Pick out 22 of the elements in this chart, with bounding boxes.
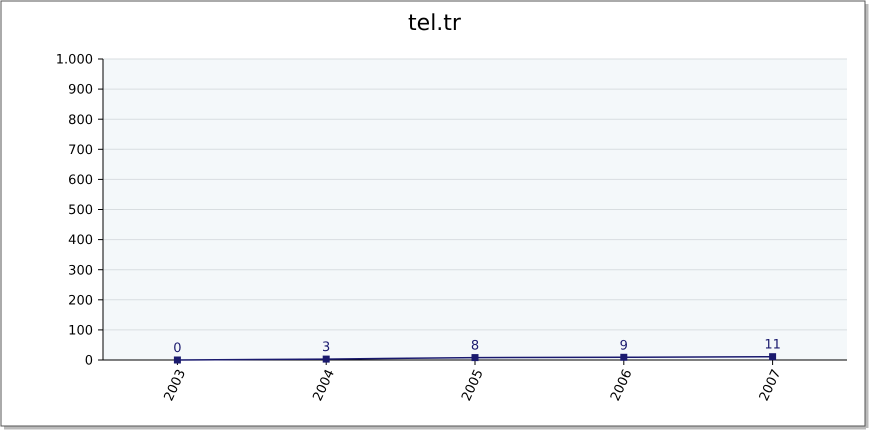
chart-title: tel.tr — [408, 11, 462, 36]
x-tick-label: 2004 — [310, 367, 338, 404]
x-tick-label: 2005 — [459, 367, 487, 404]
y-tick-label: 600 — [68, 172, 93, 188]
y-tick-label: 300 — [68, 263, 93, 278]
y-tick-label: 100 — [68, 323, 93, 338]
data-label: 11 — [764, 338, 781, 353]
y-tick-label: 200 — [68, 293, 93, 308]
y-tick-label: 900 — [68, 82, 93, 98]
y-tick-label: 400 — [68, 233, 93, 248]
y-tick-label: 1.000 — [56, 52, 93, 68]
y-tick-label: 0 — [84, 354, 93, 369]
y-tick-label: 700 — [68, 142, 93, 158]
data-label: 0 — [173, 341, 182, 356]
data-label: 8 — [470, 338, 480, 354]
x-tick-label: 2003 — [162, 367, 190, 404]
x-tick-label: 2006 — [608, 367, 636, 404]
x-tick-label: 2007 — [756, 367, 784, 404]
data-label: 3 — [322, 340, 330, 356]
y-tick-label: 800 — [68, 112, 93, 128]
y-tick-label: 500 — [68, 203, 93, 218]
data-label: 9 — [620, 338, 628, 354]
